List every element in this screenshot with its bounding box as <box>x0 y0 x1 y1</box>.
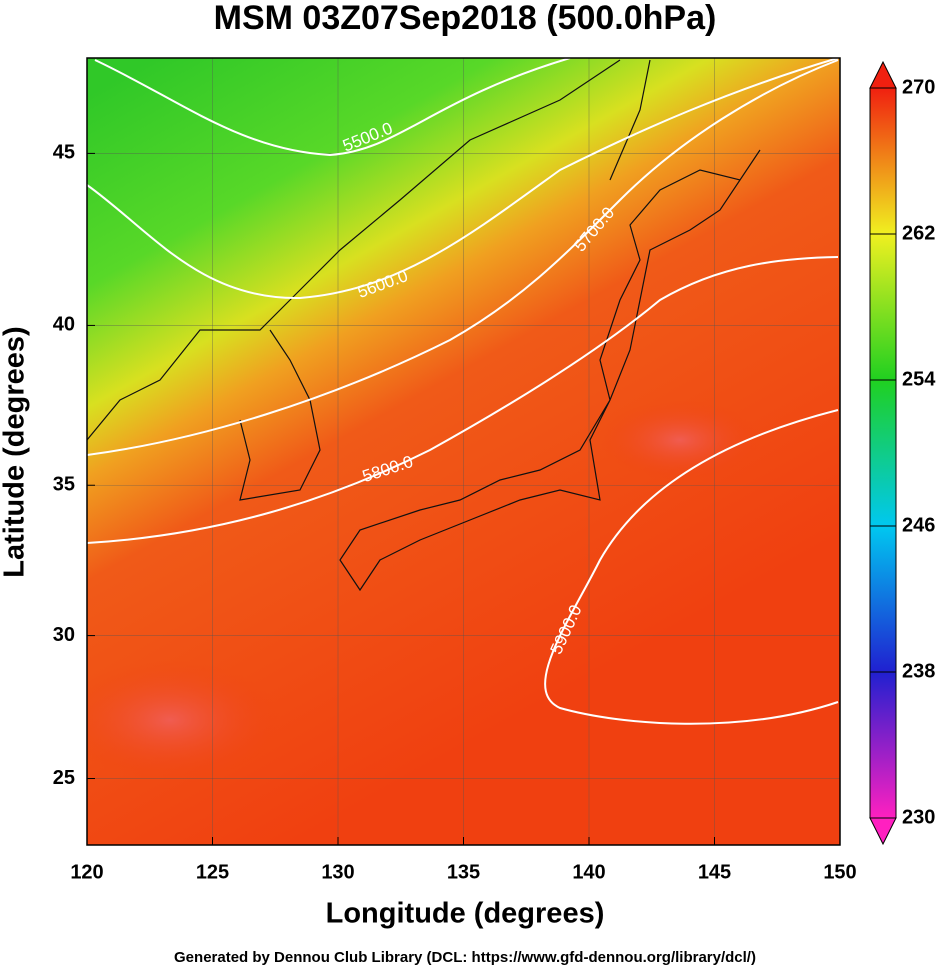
y-axis-label: Latitude (degrees) <box>0 326 31 577</box>
colorbar-tick-label: 230 <box>902 806 935 828</box>
contour-line <box>544 409 839 725</box>
x-tick-label: 145 <box>698 861 731 883</box>
contour-line <box>87 59 839 456</box>
y-tick-label: 40 <box>53 314 75 336</box>
mainland-coast <box>87 59 621 441</box>
coastlines <box>87 59 761 592</box>
footer: Generated by Dennou Club Library (DCL: h… <box>174 949 756 966</box>
colorbar-tick-label: 246 <box>902 514 935 536</box>
title: MSM 03Z07Sep2018 (500.0hPa) <box>214 0 717 37</box>
japan-coast <box>339 149 761 592</box>
grid <box>87 58 840 845</box>
x-tick-label: 140 <box>572 861 605 883</box>
y-tick-label: 35 <box>53 474 75 496</box>
colorbar-tick-label: 262 <box>902 222 935 244</box>
contour-line <box>87 58 839 300</box>
y-tick-label: 30 <box>53 624 75 646</box>
colorbar-scale <box>869 87 897 819</box>
warm-patch <box>87 660 280 780</box>
x-tick-label: 150 <box>823 861 856 883</box>
colorbar-extend-top <box>869 60 897 89</box>
x-tick-label: 125 <box>196 861 229 883</box>
colorbar-tick-label: 270 <box>902 76 935 98</box>
korea-coast <box>239 329 321 501</box>
contour-line <box>94 58 571 157</box>
colorbar-tick-label: 254 <box>902 368 936 390</box>
warm-patch <box>600 400 760 480</box>
axes: 120 125 130 135 140 145 150 25 30 35 40 45 <box>53 142 857 884</box>
sakhalin-coast <box>609 59 651 181</box>
y-tick-label: 45 <box>53 142 75 164</box>
colorbar-extend-bottom <box>869 817 897 846</box>
x-tick-label: 135 <box>447 861 480 883</box>
colorbar-tick-label: 238 <box>902 660 935 682</box>
x-axis-label: Longitude (degrees) <box>326 898 605 930</box>
x-tick-label: 130 <box>321 861 354 883</box>
x-tick-label: 120 <box>70 861 103 883</box>
colorbar: 230 238 246 254 262 270 <box>869 60 936 846</box>
y-tick-label: 25 <box>53 767 75 789</box>
contour-line <box>87 256 839 544</box>
